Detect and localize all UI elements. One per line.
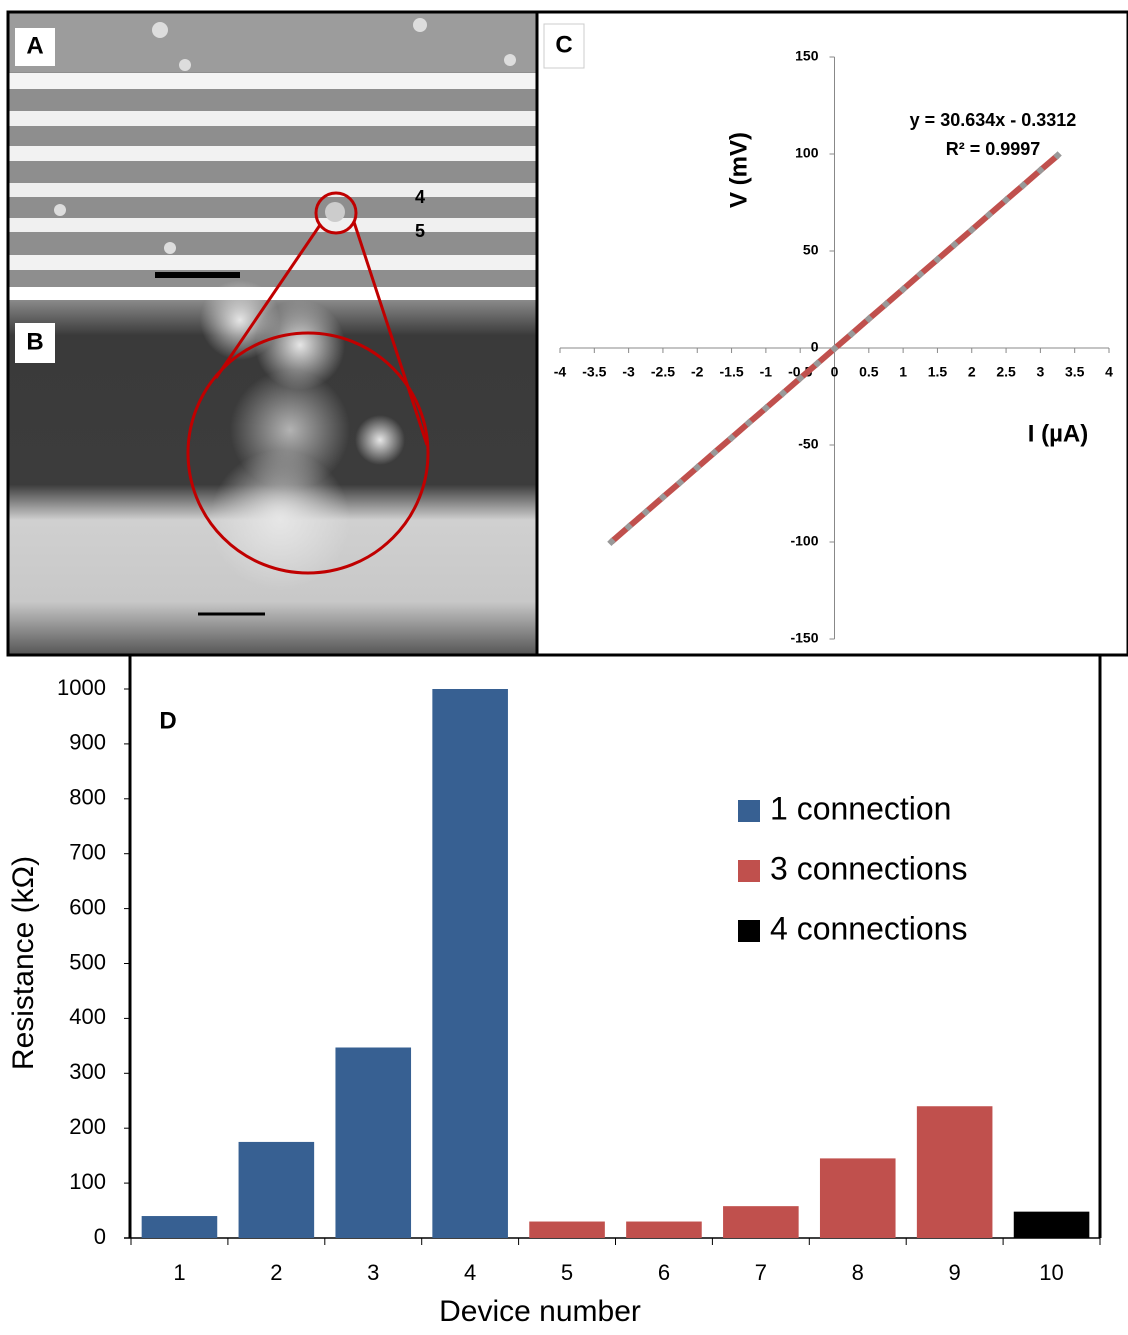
x-tick-label: -3.5 — [582, 364, 606, 380]
x-tick-label: 3.5 — [1065, 364, 1085, 380]
y-tick-label: 100 — [795, 145, 819, 161]
bar — [238, 1141, 315, 1238]
x-tick-label: 1.5 — [928, 364, 948, 380]
x-tick-label: 4 — [1105, 364, 1113, 380]
y-tick-label: 800 — [69, 785, 106, 810]
data-point — [710, 448, 719, 457]
data-point — [830, 344, 839, 353]
data-point — [778, 388, 788, 398]
y-tick-label: 1000 — [57, 675, 106, 700]
bar — [723, 1206, 799, 1238]
x-axis-title: I (µA) — [1028, 420, 1088, 447]
panel-label: D — [159, 707, 176, 734]
micrograph-b: B — [8, 280, 537, 655]
legend-label: 4 connections — [770, 910, 967, 946]
legend-label: 1 connection — [770, 790, 951, 826]
bar — [335, 1047, 412, 1238]
y-tick-label: 600 — [69, 894, 106, 919]
micrograph-a: A 4 5 — [8, 12, 537, 290]
y-tick-label: 400 — [69, 1004, 106, 1029]
x-tick-label: 5 — [561, 1260, 573, 1285]
bar — [141, 1216, 218, 1238]
bar — [819, 1158, 896, 1238]
x-tick-label: 1 — [899, 364, 907, 380]
x-tick-label: 0.5 — [859, 364, 879, 380]
y-axis-title: Resistance (kΩ) — [7, 856, 40, 1070]
x-tick-label: -2.5 — [651, 364, 675, 380]
y-tick-label: 300 — [69, 1059, 106, 1084]
bar — [1013, 1211, 1090, 1238]
x-tick-label: -1.5 — [720, 364, 744, 380]
x-tick-label: 8 — [852, 1260, 864, 1285]
data-point — [898, 284, 908, 294]
x-tick-label: 7 — [755, 1260, 767, 1285]
x-tick-label: 9 — [949, 1260, 961, 1285]
data-point — [744, 418, 753, 428]
y-tick-label: 0 — [94, 1224, 106, 1249]
data-point — [847, 329, 856, 339]
bar — [626, 1221, 702, 1238]
x-tick-label: 4 — [464, 1260, 476, 1285]
y-tick-label: -100 — [790, 533, 818, 549]
y-axis-title: V (mV) — [725, 132, 752, 208]
legend-label: 3 connections — [770, 850, 967, 886]
data-point — [641, 507, 651, 517]
data-point — [813, 359, 822, 368]
x-tick-label: -1 — [760, 364, 773, 380]
x-tick-label: -4 — [554, 364, 567, 380]
y-tick-label: -150 — [790, 630, 818, 646]
data-point — [761, 403, 771, 413]
y-tick-label: 200 — [69, 1114, 106, 1139]
x-tick-label: 2.5 — [996, 364, 1016, 380]
x-tick-label: -2 — [691, 364, 704, 380]
data-point — [916, 270, 925, 279]
bar — [529, 1221, 605, 1238]
x-tick-label: 0 — [831, 364, 839, 380]
electrode-label: 4 — [415, 187, 425, 207]
data-point — [881, 299, 891, 309]
panel-label: A — [26, 32, 43, 59]
bar — [916, 1106, 993, 1238]
data-point — [675, 478, 685, 487]
y-tick-label: 50 — [803, 242, 819, 258]
x-tick-label: 2 — [968, 364, 976, 380]
x-tick-label: 2 — [270, 1260, 282, 1285]
legend-swatch — [738, 800, 760, 822]
data-point — [933, 255, 942, 264]
data-point — [693, 463, 702, 472]
panel-label-box — [543, 23, 585, 69]
data-point — [864, 314, 874, 324]
annotation: y = 30.634x - 0.3312 — [910, 110, 1077, 130]
data-point — [624, 522, 633, 532]
y-tick-label: 0 — [811, 339, 819, 355]
panel-label: C — [555, 31, 572, 58]
y-tick-label: 700 — [69, 840, 106, 865]
x-tick-label: -3 — [622, 364, 635, 380]
panel-label: B — [26, 328, 43, 355]
data-point — [727, 433, 736, 443]
y-tick-label: 900 — [69, 730, 106, 755]
data-point — [658, 492, 668, 502]
electrode-label: 5 — [415, 221, 425, 241]
x-tick-label: 1 — [173, 1260, 185, 1285]
data-point — [607, 537, 616, 547]
x-tick-label: 3 — [1036, 364, 1044, 380]
annotation: R² = 0.9997 — [946, 139, 1041, 159]
y-tick-label: 500 — [69, 949, 106, 974]
y-tick-label: 100 — [69, 1169, 106, 1194]
data-point — [795, 374, 805, 383]
frame — [6, 10, 1128, 1238]
x-tick-label: 3 — [367, 1260, 379, 1285]
legend-swatch — [738, 860, 760, 882]
bar — [432, 689, 508, 1238]
x-axis-title: Device number — [439, 1295, 641, 1328]
x-tick-label: 6 — [658, 1260, 670, 1285]
legend-swatch — [738, 920, 760, 942]
zoom-callout — [186, 191, 430, 575]
x-tick-label: 10 — [1039, 1260, 1063, 1285]
y-tick-label: 150 — [795, 48, 819, 64]
y-tick-label: -50 — [798, 436, 818, 452]
